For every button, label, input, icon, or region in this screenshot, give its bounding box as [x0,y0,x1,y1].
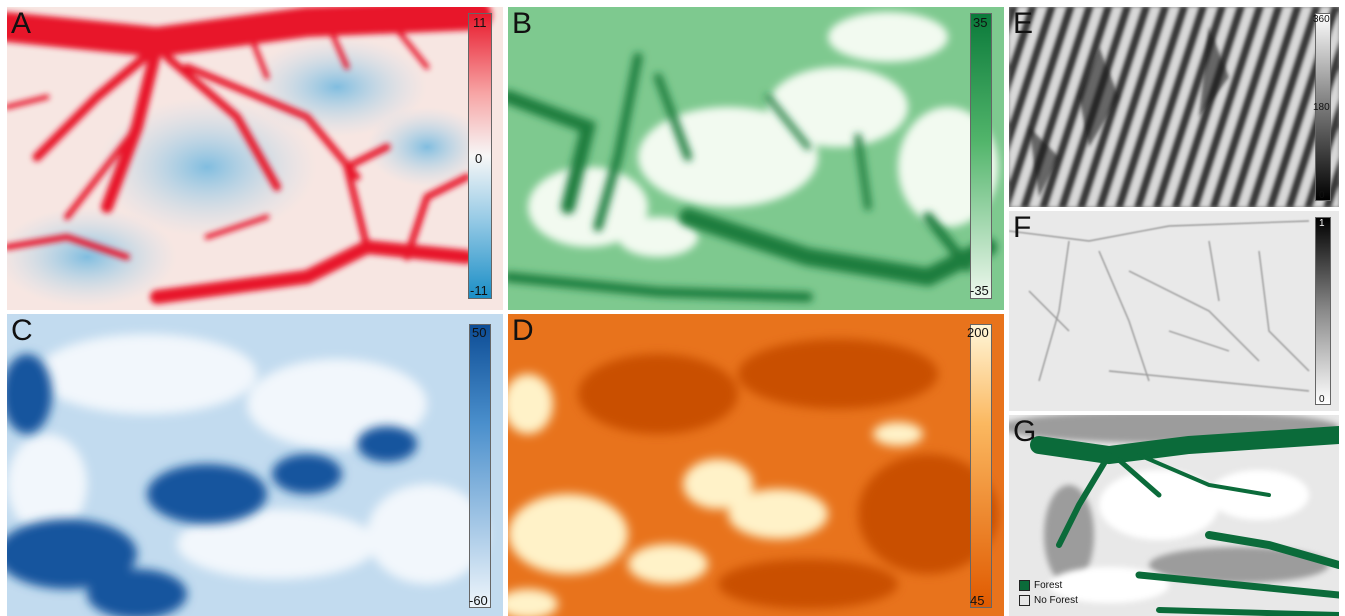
no-forest-swatch [1019,595,1030,606]
panel-b-min-label: -35 [970,283,989,298]
panel-c-letter: C [11,314,33,347]
forest-swatch [1019,580,1030,591]
panel-f-letter: F [1013,211,1032,244]
panel-c-terrain-image [7,314,503,616]
panel-c-min-label: -60 [469,593,488,608]
panel-a: 11 0 -11 A [7,7,503,310]
panel-a-max-label: 11 [473,15,487,30]
panel-b-colorbar [970,13,992,299]
panel-a-min-label: -11 [470,283,488,298]
panel-b: 35 -35 B [508,7,1004,310]
panel-f-colorbar [1315,217,1331,405]
panel-e-min-label: 0 [1319,190,1325,201]
panel-g-terrain-image [1009,415,1339,616]
panel-b-terrain-image [508,7,1004,310]
panel-e-mid-label: 180 [1313,102,1330,113]
legend-no-forest-label: No Forest [1034,595,1078,606]
panel-f-terrain-image [1009,211,1339,411]
panel-f-max-label: 1 [1319,218,1325,229]
panel-g-letter: G [1013,415,1037,448]
panel-d-max-label: 200 [967,325,989,340]
panel-d-terrain-image [508,314,1004,616]
legend-item-forest: Forest [1019,578,1078,593]
panel-e-letter: E [1013,7,1034,40]
panel-d-colorbar [970,324,992,608]
legend-item-no-forest: No Forest [1019,593,1078,608]
panel-e-colorbar [1315,13,1331,201]
legend-forest-label: Forest [1034,580,1063,591]
panel-a-letter: A [11,7,32,40]
panel-f: 1 0 F [1009,211,1339,411]
panel-g: Forest No Forest G [1009,415,1339,616]
panel-a-mid-label: 0 [475,151,483,166]
panel-e-max-label: 360 [1313,14,1330,25]
panel-e: 360 180 0 E [1009,7,1339,207]
panel-d: 200 45 D [508,314,1004,616]
panel-g-legend: Forest No Forest [1019,578,1078,608]
panel-b-letter: B [512,7,533,40]
panel-a-terrain-image [7,7,503,310]
panel-e-terrain-image [1009,7,1339,207]
panel-b-max-label: 35 [973,15,988,30]
panel-c: 50 -60 C [7,314,503,616]
panel-a-colorbar [468,13,492,299]
panel-d-min-label: 45 [970,593,985,608]
panel-d-letter: D [512,314,534,347]
panel-c-max-label: 50 [472,325,487,340]
panel-f-min-label: 0 [1319,394,1325,405]
panel-c-colorbar [469,324,491,608]
